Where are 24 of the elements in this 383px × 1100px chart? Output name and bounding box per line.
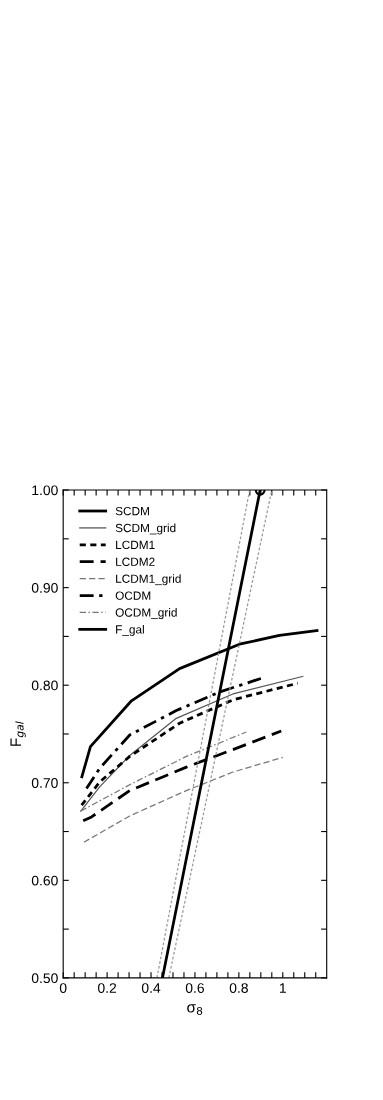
y-tick-label: 0.70	[31, 778, 58, 788]
legend-label: F_gal	[116, 624, 144, 636]
line-series	[80, 731, 247, 812]
y-tick-label: 0.50	[31, 973, 58, 984]
x-tick-label: 0.4	[141, 983, 161, 993]
x-axis-title: σ$_{8}$	[187, 1004, 203, 1015]
x-tick-label: 0.6	[185, 983, 204, 993]
y-tick-label: 0.60	[31, 875, 58, 886]
x-tick-label: 0	[59, 983, 67, 993]
line-series	[83, 756, 284, 843]
y-axis-title: F$_{gal}$	[10, 721, 26, 746]
x-tick-label: 0.8	[229, 983, 248, 993]
y-tick-label: 0.80	[31, 680, 58, 691]
legend-label: SCDM_grid	[115, 523, 176, 535]
legend-label: LCDM2	[116, 557, 155, 566]
x-tick-label: 0.2	[98, 983, 117, 993]
legend-label: SCDM	[115, 506, 149, 516]
y-tick-label: 0.90	[31, 582, 58, 593]
legend-label: OCDM_grid	[115, 608, 177, 620]
legend-label: LCDM1_grid	[116, 574, 181, 586]
x-tick-label: 1	[279, 983, 286, 993]
legend-label: OCDM	[115, 591, 151, 600]
legend-label: LCDM1	[116, 540, 155, 550]
y-tick-label: 1.00	[32, 485, 58, 496]
